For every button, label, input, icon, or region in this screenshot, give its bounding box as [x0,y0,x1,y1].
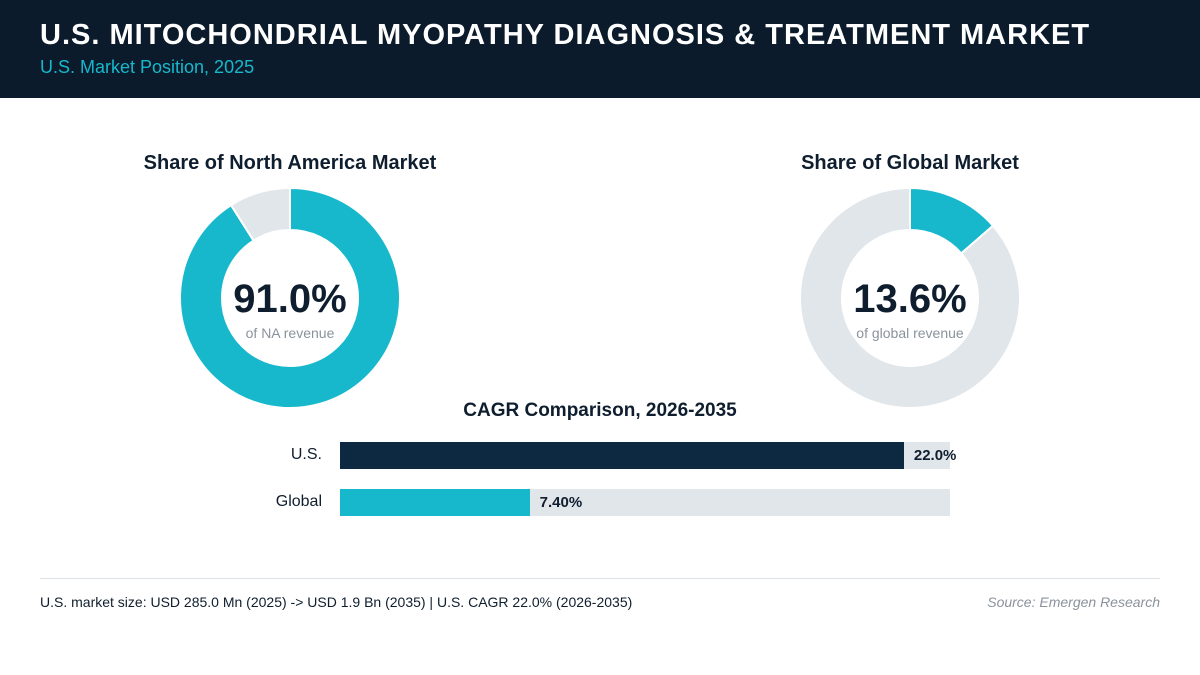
global-donut-slice-1 [800,188,1020,408]
bar-track-us: 22.0% [340,442,956,469]
cagr-chart-title: CAGR Comparison, 2026-2035 [463,400,737,421]
global-share-value: 13.6% [853,277,967,321]
bar-track-global: 7.40% [340,489,950,516]
bar-value-us: 22.0% [913,447,957,464]
global-donut-title: Share of Global Market [801,152,1019,174]
bar-label-global: Global [275,493,322,510]
page-title: U.S. MITOCHONDRIAL MYOPATHY DIAGNOSIS & … [40,19,1091,51]
bar-value-global: 7.40% [539,494,583,511]
bar-us [340,442,904,469]
global-share-donut [800,188,1020,408]
global-share-caption: of global revenue [856,325,964,341]
page-subtitle: U.S. Market Position, 2025 [40,57,255,77]
bar-label-us: U.S. [290,446,322,463]
footer-note: U.S. market size: USD 285.0 Mn (2025) ->… [40,594,633,610]
na-share-donut [180,188,400,408]
na-share-value: 91.0% [233,277,347,321]
na-share-caption: of NA revenue [245,325,335,341]
source-credit: Source: Emergen Research [987,594,1160,610]
na-donut-slice-1 [229,188,291,242]
footer-divider [40,578,1160,579]
bar-global [340,489,530,516]
header-banner: U.S. MITOCHONDRIAL MYOPATHY DIAGNOSIS & … [0,0,1200,98]
na-donut-title: Share of North America Market [143,152,437,174]
na-donut-slice-0 [180,188,400,408]
